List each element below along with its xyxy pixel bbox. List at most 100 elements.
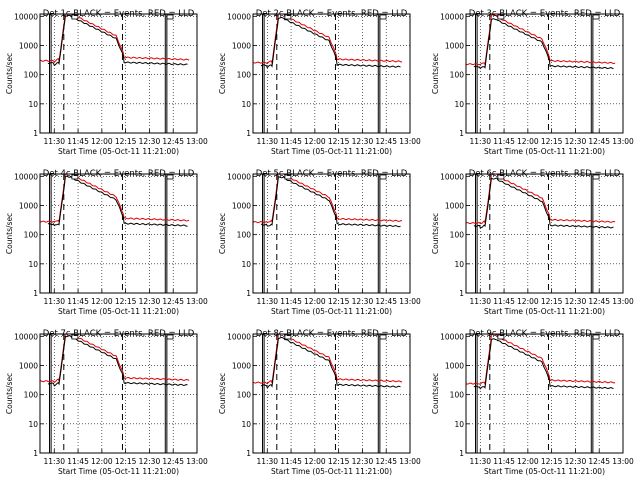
detector-panel: 1 10 100 1000 10000 11:30 11:45 12:00 12:15 12:30…: [431, 329, 634, 476]
y-tick-label: 1000: [445, 361, 464, 370]
x-tick-label: 13:00: [612, 137, 634, 146]
x-tick-label: 12:45: [375, 297, 397, 306]
attenuator-flag: [592, 334, 600, 340]
detector-panel: 1 10 100 1000 10000 11:30 11:45 12:00 12:15 12:30…: [218, 169, 421, 316]
y-tick-label: 10: [241, 100, 251, 109]
panel-title: Det 9c BLACK = Events, RED = LLD: [469, 329, 621, 339]
y-axis-label: Counts/sec: [5, 53, 14, 94]
y-tick-label: 1: [33, 449, 38, 458]
x-tick-label: 11:45: [493, 137, 515, 146]
x-tick-label: 11:30: [256, 457, 278, 466]
y-axis-label: Counts/sec: [5, 213, 14, 254]
x-tick-label: 12:15: [541, 137, 563, 146]
x-tick-label: 11:45: [280, 137, 302, 146]
x-tick-label: 12:00: [91, 457, 113, 466]
x-tick-label: 12:00: [517, 137, 539, 146]
x-tick-label: 11:45: [493, 457, 515, 466]
x-tick-label: 12:30: [565, 137, 587, 146]
x-tick-label: 12:00: [91, 297, 113, 306]
x-tick-label: 11:30: [256, 297, 278, 306]
plot-frame: [465, 173, 624, 294]
x-tick-label: 12:30: [565, 457, 587, 466]
x-tick-label: 12:00: [304, 137, 326, 146]
x-tick-label: 12:30: [565, 297, 587, 306]
y-axis-label: Counts/sec: [431, 373, 440, 414]
x-tick-label: 12:45: [588, 137, 610, 146]
y-tick-label: 10000: [14, 12, 38, 21]
events-series-line: [260, 336, 401, 389]
attenuator-flag: [284, 174, 292, 180]
x-tick-label: 12:15: [115, 457, 137, 466]
attenuator-flag: [284, 334, 292, 340]
y-tick-label: 1: [246, 129, 251, 138]
y-tick-label: 100: [450, 71, 465, 80]
attenuator-flag: [497, 174, 505, 180]
x-axis-label: Start Time (05-Oct-11 11:21:00): [271, 147, 392, 156]
x-tick-label: 12:15: [328, 457, 350, 466]
y-tick-label: 1000: [19, 201, 38, 210]
x-tick-label: 11:45: [67, 457, 89, 466]
x-tick-label: 12:30: [139, 137, 161, 146]
x-tick-label: 12:45: [375, 457, 397, 466]
y-tick-label: 1: [246, 289, 251, 298]
x-tick-label: 11:30: [43, 137, 65, 146]
attenuator-flag: [497, 334, 505, 340]
y-tick-label: 1000: [445, 201, 464, 210]
detector-panel: 1 10 100 1000 10000 11:30 11:45 12:00 12:15 12:30…: [5, 329, 208, 476]
x-tick-label: 11:30: [43, 297, 65, 306]
x-tick-label: 12:00: [517, 457, 539, 466]
x-tick-label: 13:00: [186, 297, 208, 306]
x-tick-label: 12:30: [352, 297, 374, 306]
x-tick-label: 11:30: [256, 137, 278, 146]
y-tick-label: 1000: [19, 41, 38, 50]
y-tick-label: 10000: [14, 172, 38, 181]
x-axis-label: Start Time (05-Oct-11 11:21:00): [484, 147, 605, 156]
y-tick-label: 10000: [227, 12, 251, 21]
y-axis-label: Counts/sec: [218, 213, 227, 254]
plot-frame: [39, 13, 198, 134]
x-tick-label: 13:00: [399, 297, 421, 306]
y-tick-label: 10: [241, 420, 251, 429]
x-tick-label: 13:00: [399, 137, 421, 146]
attenuator-flag: [71, 334, 79, 340]
y-tick-label: 100: [237, 391, 252, 400]
x-tick-label: 11:45: [67, 137, 89, 146]
attenuator-flag: [592, 174, 600, 180]
panel-title: Det 2c BLACK = Events, RED = LLD: [256, 9, 408, 19]
y-tick-label: 10000: [227, 332, 251, 341]
events-series-line: [473, 18, 614, 70]
x-tick-label: 12:15: [115, 297, 137, 306]
x-tick-label: 12:45: [375, 137, 397, 146]
detector-panel: 1 10 100 1000 10000 11:30 11:45 12:00 12:15 12:30…: [218, 9, 421, 156]
x-tick-label: 13:00: [399, 457, 421, 466]
y-tick-label: 10000: [440, 172, 464, 181]
y-axis-label: Counts/sec: [218, 373, 227, 414]
x-tick-label: 11:30: [43, 457, 65, 466]
events-series-line: [260, 176, 401, 228]
y-tick-label: 1000: [232, 201, 251, 210]
x-tick-label: 12:15: [541, 457, 563, 466]
y-tick-label: 100: [24, 231, 39, 240]
x-tick-label: 11:45: [280, 457, 302, 466]
x-tick-label: 12:30: [139, 297, 161, 306]
x-tick-label: 12:45: [162, 457, 184, 466]
y-tick-label: 10: [28, 420, 38, 429]
detector-panel: 1 10 100 1000 10000 11:30 11:45 12:00 12:15 12:30…: [5, 169, 208, 316]
panel-title: Det 5c BLACK = Events, RED = LLD: [256, 169, 408, 179]
x-tick-label: 12:15: [328, 297, 350, 306]
events-series-line: [47, 14, 188, 67]
y-tick-label: 10000: [227, 172, 251, 181]
y-tick-label: 1: [33, 289, 38, 298]
plot-frame: [252, 333, 411, 454]
x-axis-label: Start Time (05-Oct-11 11:21:00): [484, 307, 605, 316]
x-tick-label: 12:45: [162, 137, 184, 146]
y-tick-label: 1: [459, 289, 464, 298]
attenuator-flag: [71, 174, 79, 180]
y-axis-label: Counts/sec: [431, 213, 440, 254]
y-axis-label: Counts/sec: [218, 53, 227, 94]
x-tick-label: 12:30: [139, 457, 161, 466]
panel-title: Det 6c BLACK = Events, RED = LLD: [469, 169, 621, 179]
y-tick-label: 100: [24, 71, 39, 80]
attenuator-flag: [379, 334, 387, 340]
y-tick-label: 100: [24, 391, 39, 400]
